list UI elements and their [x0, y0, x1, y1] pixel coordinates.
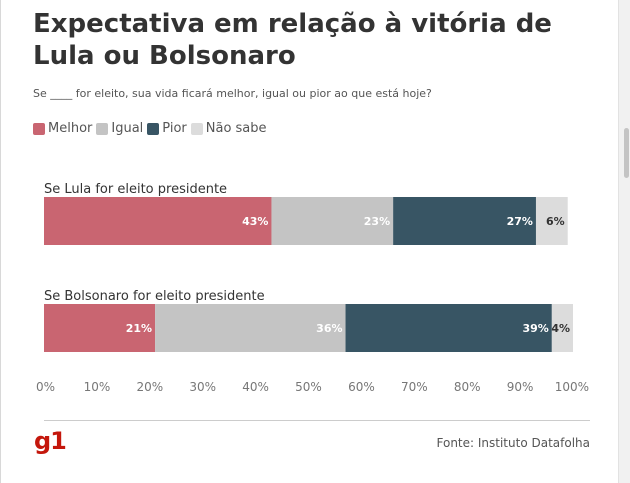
bar-segment-1-1	[155, 304, 346, 352]
legend-item-nao-sabe: Não sabe	[190, 121, 267, 136]
x-tick-label-6: 60%	[348, 380, 375, 394]
legend-swatch-pior	[147, 122, 160, 135]
chart-subtitle: Se ____ for eleito, sua vida ficará melh…	[33, 87, 432, 100]
legend-item-pior: Pior	[147, 121, 187, 136]
bar-segment-0-1	[271, 197, 394, 245]
x-tick-label-8: 80%	[454, 380, 481, 394]
bar-segment-0-3	[535, 197, 568, 245]
data-label-1-0: 21%	[126, 322, 152, 335]
data-label-1-1: 36%	[316, 322, 342, 335]
g1-logo: g1	[34, 427, 67, 455]
x-tick-label-2: 20%	[136, 380, 163, 394]
bar-segment-1-2	[345, 304, 552, 352]
legend-label-melhor: Melhor	[48, 121, 93, 136]
footer-divider	[44, 420, 590, 421]
legend-swatch-igual	[96, 122, 109, 135]
x-tick-label-7: 70%	[401, 380, 428, 394]
source-note: Fonte: Instituto Datafolha	[436, 436, 591, 450]
bar-segment-1-3	[551, 304, 573, 352]
category-label-0: Se Lula for eleito presidente	[44, 182, 227, 197]
x-tick-label-1: 10%	[84, 380, 111, 394]
legend-item-igual: Igual	[96, 121, 143, 136]
bar-segment-1-0	[44, 304, 156, 352]
x-tick-label-5: 50%	[295, 380, 322, 394]
legend-label-nao-sabe: Não sabe	[205, 121, 267, 136]
legend-swatch-melhor	[33, 122, 45, 135]
data-label-0-2: 27%	[507, 215, 533, 228]
legend-label-pior: Pior	[162, 121, 187, 136]
x-tick-label-4: 40%	[242, 380, 269, 394]
x-tick-label-10: 100%	[555, 380, 589, 394]
scrollbar-thumb[interactable]	[624, 128, 629, 178]
data-label-0-0: 43%	[242, 215, 268, 228]
x-tick-label-9: 90%	[507, 380, 534, 394]
data-label-1-2: 39%	[522, 322, 548, 335]
stacked-bar-chart: Se Lula for eleito presidente 43% 23% 27% 6%…	[36, 182, 589, 394]
legend-swatch-nao-sabe	[190, 122, 203, 135]
bar-segment-0-0	[44, 197, 272, 245]
legend: Melhor Igual Pior Não sabe	[33, 121, 271, 136]
x-tick-label-0: 0%	[36, 380, 55, 394]
chart-title: Expectativa em relação à vitória de Lula…	[33, 9, 552, 71]
left-border	[0, 0, 1, 483]
legend-label-igual: Igual	[111, 121, 144, 136]
category-label-1: Se Bolsonaro for eleito presidente	[44, 289, 265, 304]
data-label-0-1: 23%	[364, 215, 390, 228]
data-label-1-3: 4%	[551, 322, 570, 335]
bar-segment-0-2	[393, 197, 536, 245]
data-label-0-3: 6%	[546, 215, 565, 228]
legend-item-melhor: Melhor	[33, 121, 92, 136]
scrollbar-track[interactable]	[618, 0, 630, 483]
x-tick-label-3: 30%	[189, 380, 216, 394]
